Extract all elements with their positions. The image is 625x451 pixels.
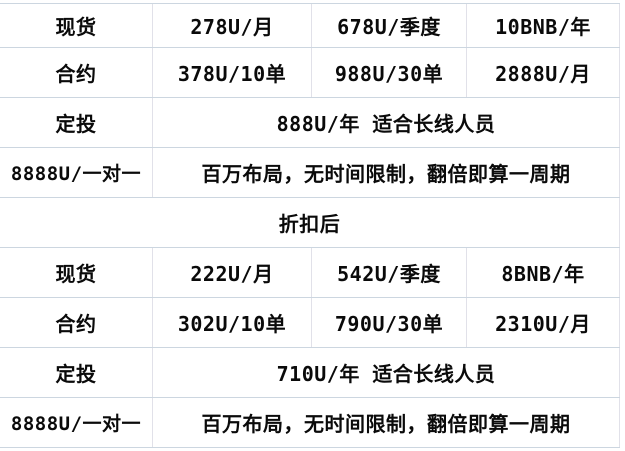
table-row-contract: 合约 378U/10单 988U/30单 2888U/月 bbox=[0, 48, 620, 98]
cell-price-yearly: 8BNB/年 bbox=[467, 248, 620, 297]
cell-price-monthly: 2310U/月 bbox=[467, 298, 620, 347]
cell-category-dca: 定投 bbox=[0, 348, 153, 397]
table-row-one-on-one-discounted: 8888U/一对一 百万布局，无时间限制，翻倍即算一周期 bbox=[0, 398, 620, 448]
cell-price-quarterly: 542U/季度 bbox=[312, 248, 467, 297]
table-row-dca: 定投 888U/年 适合长线人员 bbox=[0, 98, 620, 148]
cell-merged-dca-note: 710U/年 适合长线人员 bbox=[153, 348, 620, 397]
cell-category-contract: 合约 bbox=[0, 48, 153, 97]
discount-section-header: 折扣后 bbox=[0, 198, 620, 247]
cell-merged-one-on-one-note: 百万布局，无时间限制，翻倍即算一周期 bbox=[153, 398, 620, 447]
table-row-spot-discounted: 现货 222U/月 542U/季度 8BNB/年 bbox=[0, 248, 620, 298]
table-row-spot: 现货 278U/月 678U/季度 10BNB/年 bbox=[0, 4, 620, 48]
table-row-discount-header: 折扣后 bbox=[0, 198, 620, 248]
cell-price-10orders: 302U/10单 bbox=[153, 298, 312, 347]
cell-merged-dca-note: 888U/年 适合长线人员 bbox=[153, 98, 620, 147]
cell-category-spot: 现货 bbox=[0, 4, 153, 47]
cell-price-30orders: 790U/30单 bbox=[312, 298, 467, 347]
cell-price-monthly: 2888U/月 bbox=[467, 48, 620, 97]
table-row-one-on-one: 8888U/一对一 百万布局，无时间限制，翻倍即算一周期 bbox=[0, 148, 620, 198]
table-row-contract-discounted: 合约 302U/10单 790U/30单 2310U/月 bbox=[0, 298, 620, 348]
cell-category-one-on-one: 8888U/一对一 bbox=[0, 148, 153, 197]
cell-price-30orders: 988U/30单 bbox=[312, 48, 467, 97]
table-row-dca-discounted: 定投 710U/年 适合长线人员 bbox=[0, 348, 620, 398]
cell-price-10orders: 378U/10单 bbox=[153, 48, 312, 97]
cell-price-monthly: 222U/月 bbox=[153, 248, 312, 297]
cell-category-contract: 合约 bbox=[0, 298, 153, 347]
pricing-table: 现货 278U/月 678U/季度 10BNB/年 合约 378U/10单 98… bbox=[0, 3, 620, 448]
cell-price-quarterly: 678U/季度 bbox=[312, 4, 467, 47]
cell-category-spot: 现货 bbox=[0, 248, 153, 297]
cell-category-dca: 定投 bbox=[0, 98, 153, 147]
cell-merged-one-on-one-note: 百万布局，无时间限制，翻倍即算一周期 bbox=[153, 148, 620, 197]
cell-price-yearly: 10BNB/年 bbox=[467, 4, 620, 47]
cell-category-one-on-one: 8888U/一对一 bbox=[0, 398, 153, 447]
cell-price-monthly: 278U/月 bbox=[153, 4, 312, 47]
